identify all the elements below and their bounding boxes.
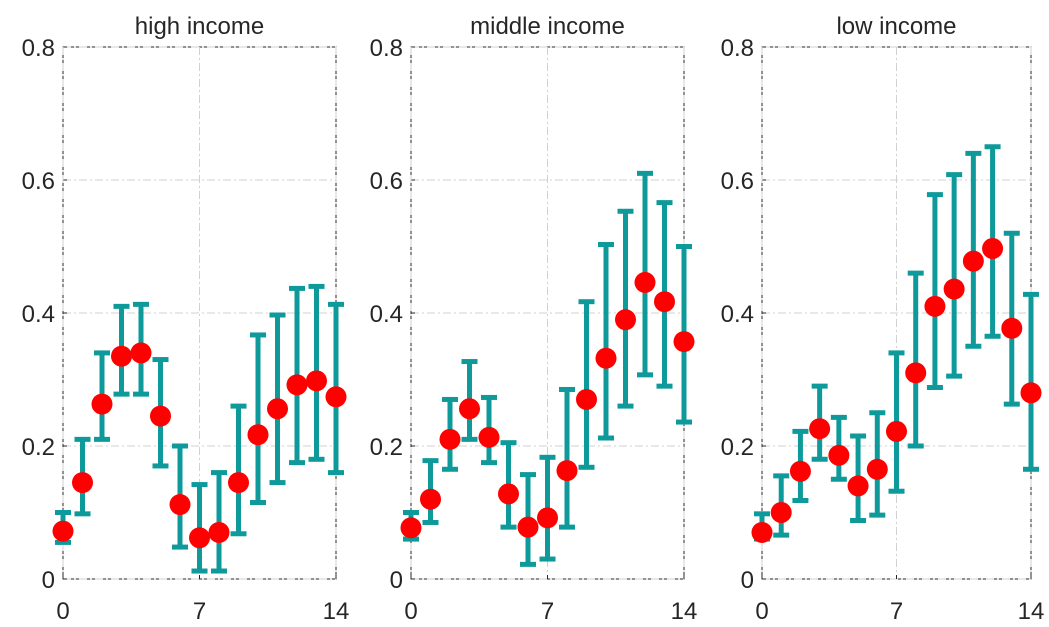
marker <box>1020 382 1042 404</box>
x-tick-label: 0 <box>56 598 69 625</box>
y-tick-label: 0.2 <box>721 434 754 461</box>
marker <box>478 426 500 448</box>
marker <box>924 295 946 317</box>
y-tick-label: 0 <box>741 567 754 594</box>
y-tick-label: 0.8 <box>721 35 754 62</box>
marker <box>615 309 636 331</box>
marker <box>943 278 965 300</box>
marker <box>130 342 152 364</box>
marker <box>789 460 811 482</box>
marker <box>982 237 1004 259</box>
x-tick-label: 7 <box>890 598 903 625</box>
marker <box>459 398 480 420</box>
marker <box>91 393 113 415</box>
error-bar <box>926 192 943 390</box>
y-tick-label: 0.8 <box>370 35 403 62</box>
y-tick-label: 0.4 <box>721 301 754 328</box>
marker <box>111 345 132 367</box>
marker <box>537 507 558 529</box>
y-tick-label: 0.6 <box>370 168 403 195</box>
error-bar <box>211 470 227 574</box>
y-tick-label: 0 <box>42 567 55 594</box>
marker <box>208 521 230 543</box>
marker <box>751 521 773 543</box>
x-tick-label: 14 <box>671 598 698 625</box>
marker <box>150 405 171 427</box>
x-tick-label: 0 <box>404 598 417 625</box>
x-tick-label: 7 <box>541 598 554 625</box>
x-tick-label: 7 <box>193 598 206 625</box>
y-tick-label: 0.2 <box>22 434 55 461</box>
marker <box>595 347 617 369</box>
marker <box>400 517 422 539</box>
marker <box>286 374 308 396</box>
marker <box>576 388 597 410</box>
error-bar <box>598 242 614 441</box>
marker <box>306 370 327 392</box>
marker <box>1001 317 1023 339</box>
marker <box>673 331 695 353</box>
marker <box>634 271 656 293</box>
marker <box>770 502 792 523</box>
x-tick-label: 14 <box>323 598 350 625</box>
chart-title: middle income <box>470 13 625 40</box>
marker <box>72 472 93 494</box>
y-tick-label: 0.4 <box>370 301 403 328</box>
marker <box>52 520 74 542</box>
error-bar <box>559 386 575 530</box>
marker <box>420 488 441 510</box>
marker <box>247 424 269 446</box>
error-bar <box>1023 291 1039 472</box>
marker <box>556 460 578 482</box>
marker <box>189 527 210 549</box>
error-bar <box>578 299 595 470</box>
marker <box>267 398 288 420</box>
x-tick-label: 0 <box>755 598 768 625</box>
y-tick-label: 0.8 <box>22 35 55 62</box>
marker <box>325 386 347 408</box>
marker <box>962 250 984 272</box>
marker <box>847 475 869 497</box>
error-bar <box>230 403 247 537</box>
marker <box>828 444 850 466</box>
marker <box>654 291 675 313</box>
error-bar <box>946 172 963 379</box>
marker <box>228 472 249 494</box>
error-bar <box>617 208 634 409</box>
error-bar <box>965 150 982 349</box>
marker <box>809 418 831 440</box>
marker <box>517 516 539 538</box>
marker <box>498 483 519 505</box>
marker <box>169 494 191 516</box>
error-bar <box>907 270 924 449</box>
marker <box>886 420 907 442</box>
y-tick-label: 0 <box>390 567 403 594</box>
marker <box>866 458 888 480</box>
y-tick-label: 0.6 <box>22 168 55 195</box>
x-tick-label: 14 <box>1018 598 1045 625</box>
y-tick-label: 0.2 <box>370 434 403 461</box>
y-tick-label: 0.6 <box>721 168 754 195</box>
marker <box>439 428 461 450</box>
error-bar <box>250 332 266 506</box>
chart-title: low income <box>836 13 956 40</box>
marker <box>905 362 927 384</box>
chart-title: high income <box>135 13 264 40</box>
y-tick-label: 0.4 <box>22 301 55 328</box>
